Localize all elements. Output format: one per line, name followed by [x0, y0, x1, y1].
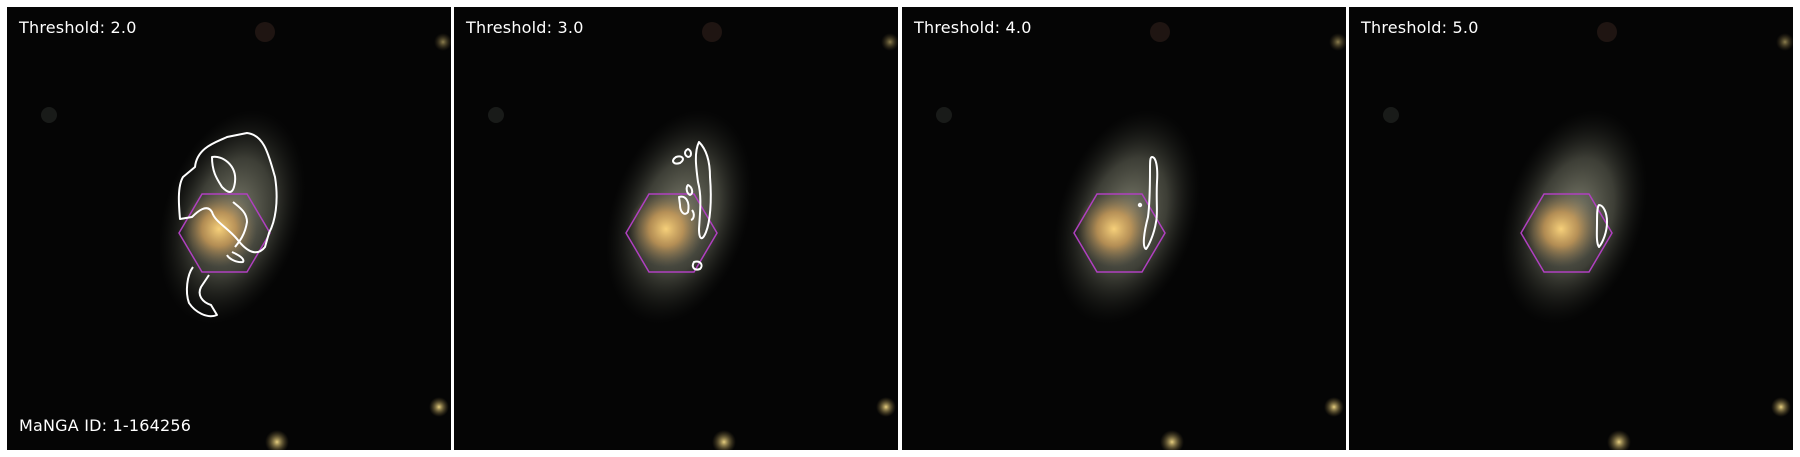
threshold-label: Threshold: 2.0 [19, 18, 137, 37]
ifu-hexagon [1520, 193, 1613, 273]
manga-id-label: MaNGA ID: 1-164256 [19, 416, 192, 435]
threshold-label: Threshold: 4.0 [914, 18, 1032, 37]
contour-lines [1137, 156, 1159, 250]
ifu-hexagon [625, 193, 718, 273]
ifu-hexagon [1073, 193, 1166, 273]
contour-lines [177, 132, 278, 318]
galaxy-image [41, 22, 451, 450]
contour-lines [1595, 204, 1608, 248]
galaxy-image [936, 22, 1346, 450]
image-panel-threshold-4: Threshold: 4.0 [902, 7, 1346, 450]
image-panel-threshold-3: Threshold: 3.0 [454, 7, 898, 450]
threshold-label: Threshold: 3.0 [466, 18, 584, 37]
contour-lines [672, 141, 712, 271]
threshold-label: Threshold: 5.0 [1361, 18, 1479, 37]
galaxy-image [1383, 22, 1793, 450]
galaxy-image [488, 22, 898, 450]
image-panel-threshold-2: Threshold: 2.0 MaNGA ID: 1-164256 [7, 7, 451, 450]
image-panel-threshold-5: Threshold: 5.0 [1349, 7, 1793, 450]
